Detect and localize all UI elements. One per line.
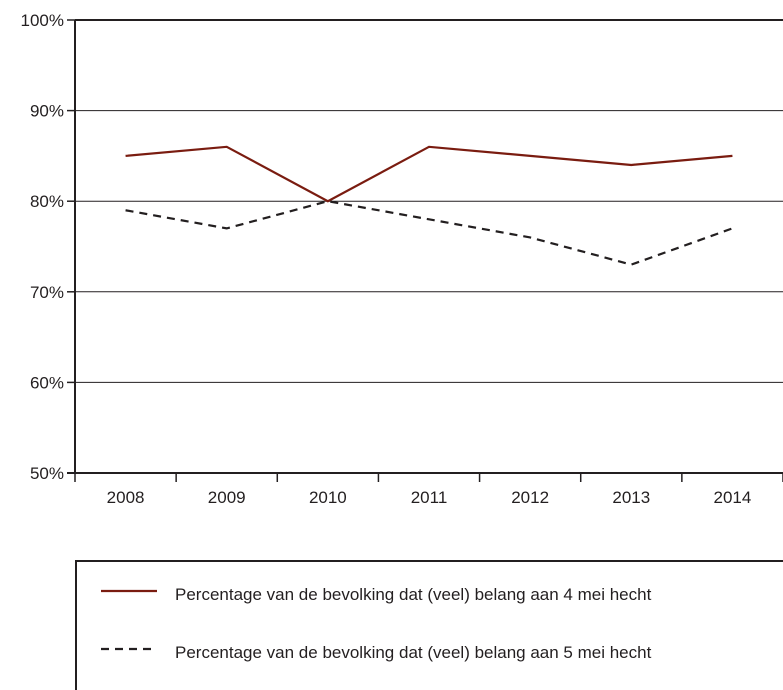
x-tick-label: 2011 [411,488,448,507]
x-tick-label: 2013 [612,488,650,507]
legend-label-4-mei: Percentage van de bevolking dat (veel) b… [175,584,695,606]
series-line-5-mei [126,201,733,264]
legend-item-5-mei: Percentage van de bevolking dat (veel) b… [101,642,695,664]
legend-label-5-mei: Percentage van de bevolking dat (veel) b… [175,642,695,664]
y-tick-label: 70% [30,283,64,302]
y-tick-label: 90% [30,102,64,121]
x-tick-label: 2010 [309,488,347,507]
y-tick-label: 100% [21,11,64,30]
legend-swatch-solid [101,584,157,598]
y-tick-label: 80% [30,192,64,211]
legend-item-4-mei: Percentage van de bevolking dat (veel) b… [101,584,695,606]
x-tick-label: 2014 [714,488,752,507]
y-tick-label: 60% [30,373,64,392]
legend-swatch-dashed [101,642,157,656]
x-tick-label: 2012 [511,488,549,507]
x-tick-label: 2008 [107,488,145,507]
line-chart: 50% 60% 70% 80% 90% 100% 2008 2009 2010 2011 2012 2… [0,0,783,560]
x-tick-label: 2009 [208,488,246,507]
series-line-4-mei [126,147,733,201]
y-tick-label: 50% [30,464,64,483]
